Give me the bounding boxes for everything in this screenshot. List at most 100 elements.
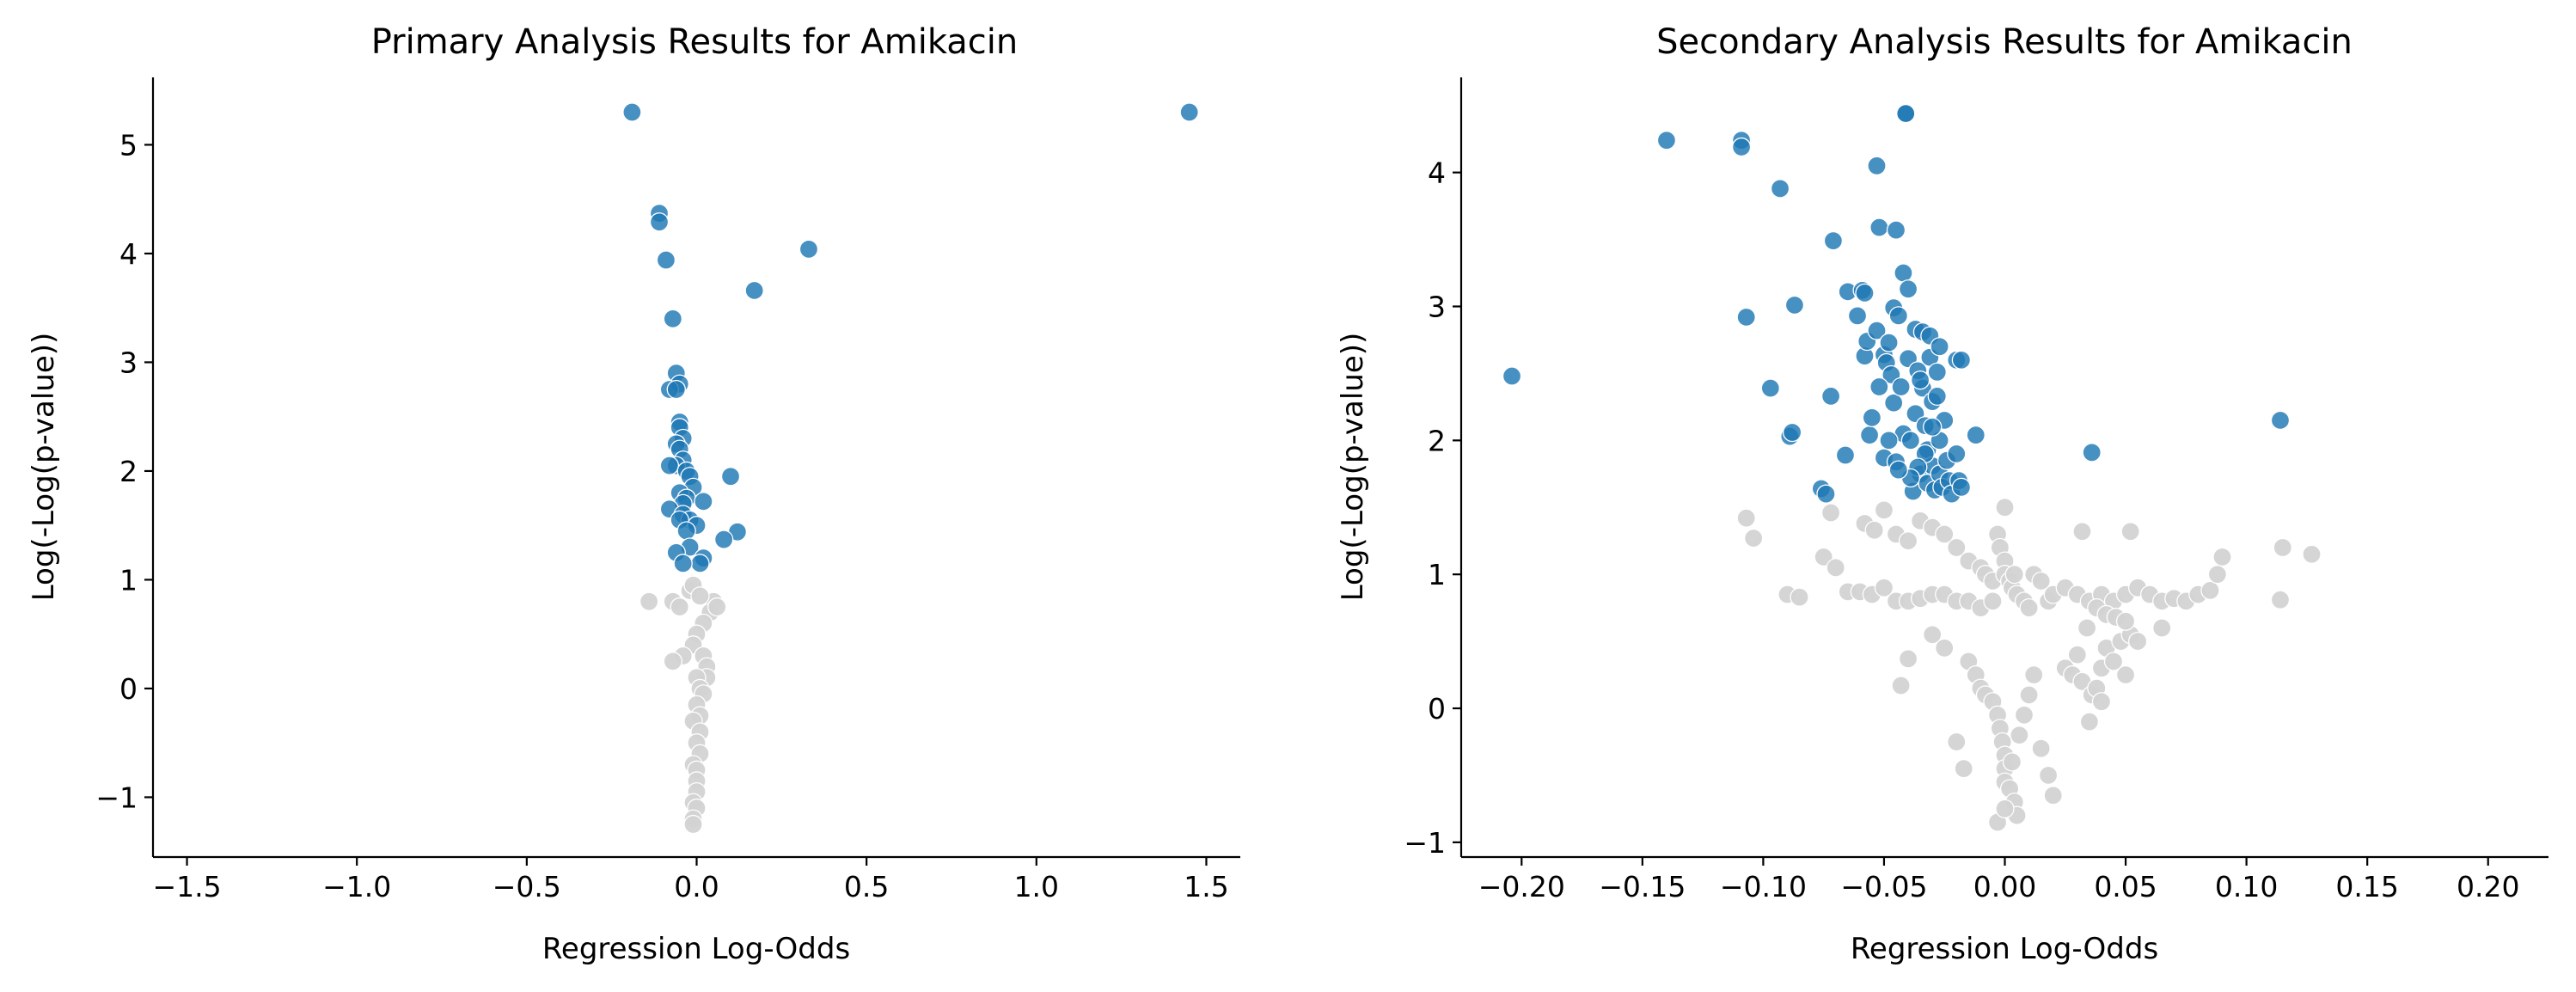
significant-point [659,456,680,475]
significant-point [1894,263,1913,283]
significant-point [1923,417,1943,437]
significant-point [1770,179,1790,199]
x-tick-label: 0.00 [1973,870,2036,903]
significant-point [1927,386,1947,407]
significant-point [690,554,710,573]
chart-title: Primary Analysis Results for Amikacin [371,22,1019,62]
nonsignificant-point [670,597,689,617]
x-tick-label: −0.05 [1840,870,1927,903]
chart-title: Secondary Analysis Results for Amikacin [1656,22,2353,62]
nonsignificant-point [1743,528,1764,548]
significant-point [1910,370,1930,390]
significant-point [1951,477,1972,498]
nonsignificant-point [1898,531,1918,551]
significant-point [1656,131,1677,150]
significant-point [1869,377,1889,397]
nonsignificant-point [1790,587,1809,607]
x-axis-ticks: −0.20 −0.15 −0.10 −0.05 0.00 0.05 0.10 0.15 0.20 [1478,857,2519,903]
significant-point [1886,220,1906,240]
y-tick-label: 1 [119,563,138,597]
nonsignificant-point [2004,565,2024,585]
x-tick-label: −0.5 [493,870,561,903]
x-tick-label: 1.5 [1184,870,1228,903]
significant-point [1966,425,1986,445]
nonsignificant-point [2152,618,2172,638]
nonsignificant-point [1983,591,2003,611]
significant-point [2082,443,2102,462]
nonsignificant-point [1954,758,1973,779]
nonsignificant-point [2002,752,2022,772]
significant-point [1951,350,1972,370]
nonsignificant-point [2024,664,2044,685]
significant-point [1879,333,1899,352]
nonsignificant-point [2077,618,2097,638]
nonsignificant-point [2115,664,2136,685]
y-tick-label: 4 [1428,156,1446,190]
nonsignificant-point [2019,597,2039,618]
nonsignificant-point [639,591,659,611]
nonsignificant-point [2207,565,2228,585]
significant-point [1859,425,1880,445]
significant-point [1855,283,1875,303]
x-axis-ticks: −1.5 −1.0 −0.5 0.0 0.5 1.0 1.5 [152,857,1229,903]
significant-point [1760,378,1780,398]
x-tick-label: 0.05 [2094,870,2157,903]
significant-point [1736,307,1756,328]
significant-point [2270,410,2291,431]
significant-point [656,250,676,270]
y-axis-ticks: −1 0 1 2 3 4 5 [95,128,153,814]
significant-point [1862,407,1882,427]
nonsignificant-point [2273,537,2292,558]
nonsignificant-point [2031,571,2051,591]
nonsignificant-point [2103,652,2124,671]
nonsignificant-point [1891,676,1911,695]
significant-point [663,309,682,328]
x-tick-label: 0.10 [2215,870,2278,903]
significant-point [1900,431,1921,450]
x-axis-label: Regression Log-Odds [1851,932,2158,966]
significant-point [666,379,686,400]
y-tick-label: 3 [1428,290,1446,323]
significant-point [694,492,713,511]
nonsignificant-point [2212,547,2232,567]
significant-point [1816,484,1836,504]
significant-point [1867,156,1887,176]
y-axis-ticks: −1 0 1 2 3 4 [1404,156,1461,860]
nonsignificant-point [2120,522,2140,542]
significant-point [673,554,693,573]
nonsignificant-point [1995,498,2015,517]
nonsignificant-point [1923,625,1943,645]
significant-point [1835,445,1856,465]
nonsignificant-point [1874,578,1894,597]
y-tick-label: 0 [119,672,138,706]
nonsignificant-point [1736,508,1756,528]
y-tick-label: 1 [1428,558,1446,591]
x-tick-label: 1.0 [1014,870,1059,903]
nonsignificant-point [2031,738,2051,758]
nonsignificant-point [2200,580,2220,601]
significant-point [1891,377,1911,397]
significant-point [1930,337,1949,357]
x-tick-label: 0.20 [2457,870,2519,903]
x-tick-label: −0.20 [1478,870,1565,903]
significant-point [1896,103,1916,124]
significant-point [1947,444,1967,464]
y-tick-label: 3 [119,346,138,379]
y-tick-label: 2 [1428,424,1446,457]
nonsignificant-point [1947,537,1967,558]
significant-point [1784,295,1805,315]
significant-point [1888,460,1908,480]
nonsignificant-point [2079,712,2100,732]
x-tick-label: −0.10 [1720,870,1807,903]
x-tick-label: −1.5 [152,870,221,903]
significant-point [1847,306,1868,326]
x-axis-label: Regression Log-Odds [542,932,850,966]
nonsignificant-point [2038,765,2059,786]
y-axis-label: Log(-Log(p-value)) [27,333,61,602]
nonsignificant-point [2091,692,2112,712]
nonsignificant-point [663,652,682,671]
primary-analysis-panel: Primary Analysis Results for Amikacin −1… [27,22,1240,966]
significant-point [676,521,696,541]
significant-point [1731,137,1752,157]
